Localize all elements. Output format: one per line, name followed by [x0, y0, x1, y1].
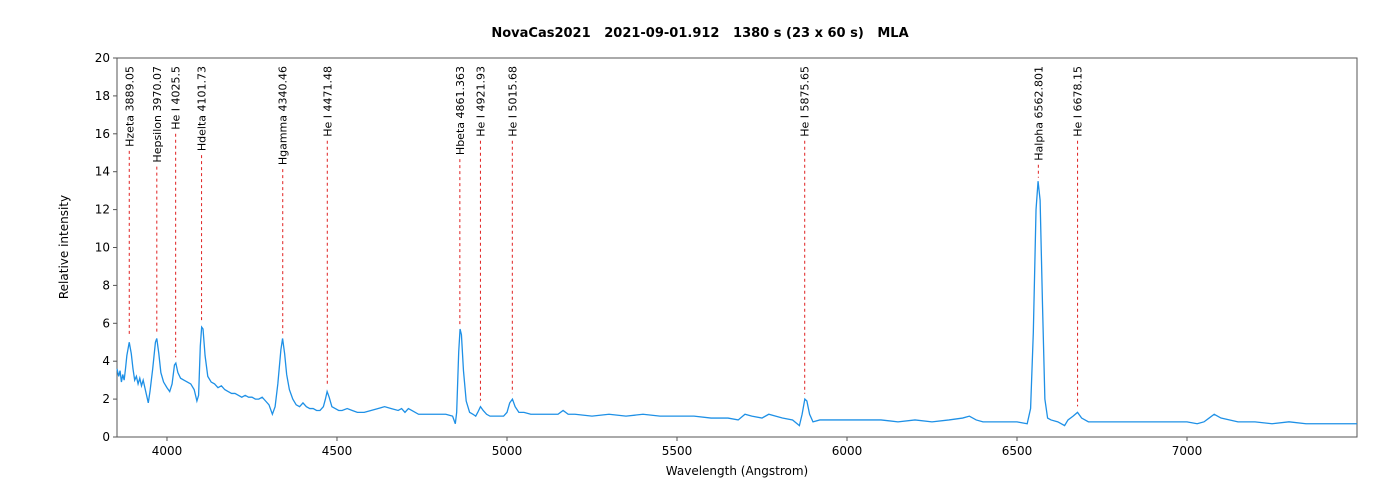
line-label: Hzeta 3889.05: [123, 66, 136, 147]
line-label: Hdelta 4101.73: [196, 66, 209, 151]
line-label: Hepsilon 3970.07: [151, 66, 164, 163]
y-tick-label: 2: [102, 392, 110, 406]
x-axis-label: Wavelength (Angstrom): [666, 464, 808, 478]
chart-title: NovaCas2021 2021-09-01.912 1380 s (23 x …: [491, 26, 908, 41]
line-label: Hgamma 4340.46: [277, 66, 290, 165]
line-label: Halpha 6562.801: [1032, 66, 1045, 161]
line-label: He I 5875.65: [799, 66, 812, 137]
line-label: He I 4921.93: [474, 66, 487, 137]
x-tick-label: 7000: [1172, 444, 1203, 458]
x-tick-label: 4000: [152, 444, 183, 458]
line-label: He I 4025.5: [170, 66, 183, 130]
y-tick-label: 14: [95, 165, 110, 179]
x-tick-label: 6000: [832, 444, 863, 458]
y-tick-label: 4: [102, 354, 110, 368]
y-tick-label: 20: [95, 51, 110, 65]
y-tick-label: 8: [102, 278, 110, 292]
y-tick-label: 18: [95, 89, 110, 103]
y-tick-label: 10: [95, 241, 110, 255]
line-label: He I 4471.48: [321, 66, 334, 137]
y-tick-label: 6: [102, 316, 110, 330]
x-tick-label: 4500: [322, 444, 353, 458]
spectrum-line: [116, 181, 1357, 427]
line-label: He I 6678.15: [1072, 66, 1085, 137]
y-tick-label: 16: [95, 127, 110, 141]
y-tick-label: 12: [95, 203, 110, 217]
line-label: He I 5015.68: [506, 66, 519, 137]
line-label: Hbeta 4861.363: [454, 66, 467, 155]
x-tick-label: 5000: [492, 444, 523, 458]
x-tick-label: 6500: [1002, 444, 1033, 458]
y-tick-label: 0: [102, 430, 110, 444]
y-axis-label: Relative intensity: [57, 195, 71, 299]
x-tick-label: 5500: [662, 444, 693, 458]
